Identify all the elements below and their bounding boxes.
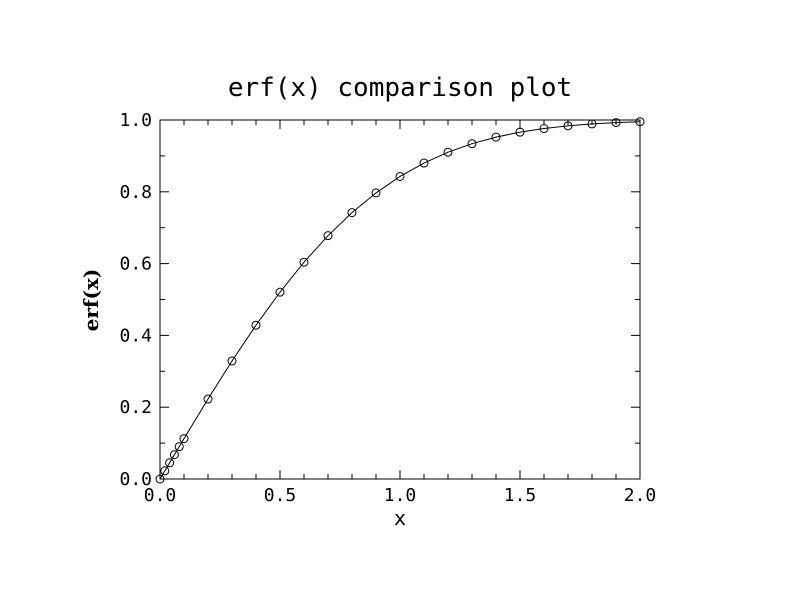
x-tick-label: 2.0 bbox=[624, 485, 657, 506]
data-point-marker bbox=[251, 320, 261, 330]
data-point-marker bbox=[539, 124, 549, 134]
data-point-marker bbox=[203, 394, 213, 404]
data-point-marker bbox=[155, 474, 165, 484]
data-point-marker bbox=[169, 450, 179, 460]
y-tick-label: 0.8 bbox=[119, 182, 152, 203]
data-point-marker bbox=[443, 147, 453, 157]
y-axis-label: erf(x) bbox=[79, 269, 103, 332]
x-tick-label: 0.5 bbox=[264, 485, 297, 506]
y-tick-label: 0.6 bbox=[119, 254, 152, 275]
data-point-marker bbox=[174, 442, 184, 452]
data-point-marker bbox=[227, 356, 237, 366]
series-layer bbox=[155, 117, 645, 484]
data-point-marker bbox=[371, 188, 381, 198]
x-tick-label: 1.0 bbox=[384, 485, 417, 506]
y-tick-label: 0.2 bbox=[119, 397, 152, 418]
axis-ticks bbox=[159, 119, 641, 480]
y-tick-label: 0.4 bbox=[119, 325, 152, 346]
data-point-marker bbox=[347, 208, 357, 218]
erf-curve bbox=[159, 121, 641, 480]
data-point-marker bbox=[587, 119, 597, 129]
x-tick-label: 1.5 bbox=[504, 485, 537, 506]
data-point-marker bbox=[635, 117, 645, 127]
data-point-marker bbox=[179, 434, 189, 444]
x-tick-label: 0.0 bbox=[144, 485, 177, 506]
data-point-marker bbox=[395, 171, 405, 181]
y-tick-label: 0.0 bbox=[119, 469, 152, 490]
data-point-marker bbox=[299, 257, 309, 267]
data-point-marker bbox=[563, 121, 573, 131]
chart-title: erf(x) comparison plot bbox=[228, 73, 572, 103]
data-point-marker bbox=[160, 466, 170, 476]
plot-frame bbox=[159, 119, 641, 480]
x-axis-label: x bbox=[394, 506, 406, 530]
data-point-marker bbox=[323, 231, 333, 241]
y-tick-label: 1.0 bbox=[119, 110, 152, 131]
data-point-marker bbox=[611, 118, 621, 128]
data-point-marker bbox=[491, 132, 501, 142]
data-point-marker bbox=[467, 139, 477, 149]
data-point-marker bbox=[165, 458, 175, 468]
data-point-marker bbox=[515, 127, 525, 137]
axis-tick-labels: 0.0 0.5 1.0 1.5 2.0 0.0 0.2 0.4 0.6 0.8 1.0 bbox=[119, 110, 656, 506]
data-point-marker bbox=[419, 158, 429, 168]
data-point-marker bbox=[275, 287, 285, 297]
